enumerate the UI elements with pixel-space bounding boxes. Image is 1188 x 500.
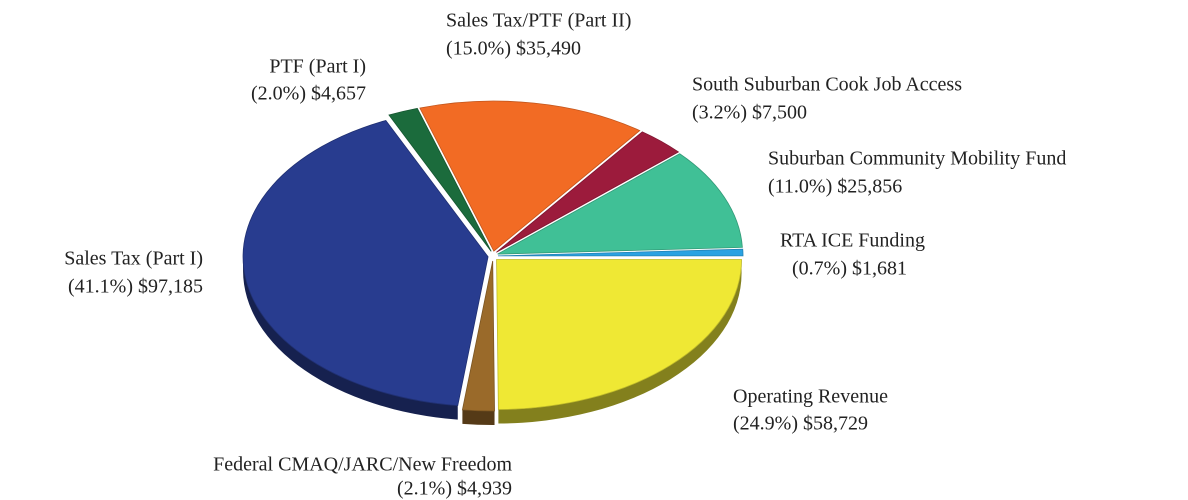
slice-label: Suburban Community Mobility Fund <box>768 148 1066 170</box>
slice-side <box>498 259 742 424</box>
value-label: (2.1%) $4,939 <box>397 478 512 500</box>
slice-label: RTA ICE Funding <box>780 230 925 252</box>
slice <box>496 131 680 253</box>
slice-side <box>243 256 458 420</box>
slice <box>497 248 744 257</box>
slice-label: PTF (Part I) <box>269 56 366 78</box>
value-label: (15.0%) $35,490 <box>446 38 581 60</box>
slice-side <box>462 409 495 425</box>
slice <box>497 153 743 255</box>
slice <box>419 100 641 252</box>
slice-label: Sales Tax (Part I) <box>64 248 203 270</box>
slice-label: Operating Revenue <box>733 386 888 408</box>
value-label: (41.1%) $97,185 <box>68 276 203 298</box>
slice-label: South Suburban Cook Job Access <box>692 74 962 96</box>
slice <box>242 119 489 407</box>
value-label: (11.0%) $25,856 <box>768 176 902 198</box>
value-label: (24.9%) $58,729 <box>733 413 868 435</box>
slice <box>388 107 492 252</box>
slice-label: Federal CMAQ/JARC/New Freedom <box>213 454 512 476</box>
value-label: (0.7%) $1,681 <box>792 258 907 280</box>
value-label: (3.2%) $7,500 <box>692 102 807 124</box>
value-label: (2.0%) $4,657 <box>251 83 366 105</box>
slice-label: Sales Tax/PTF (Part II) <box>446 10 631 32</box>
slice <box>496 259 742 410</box>
slice <box>461 260 495 412</box>
